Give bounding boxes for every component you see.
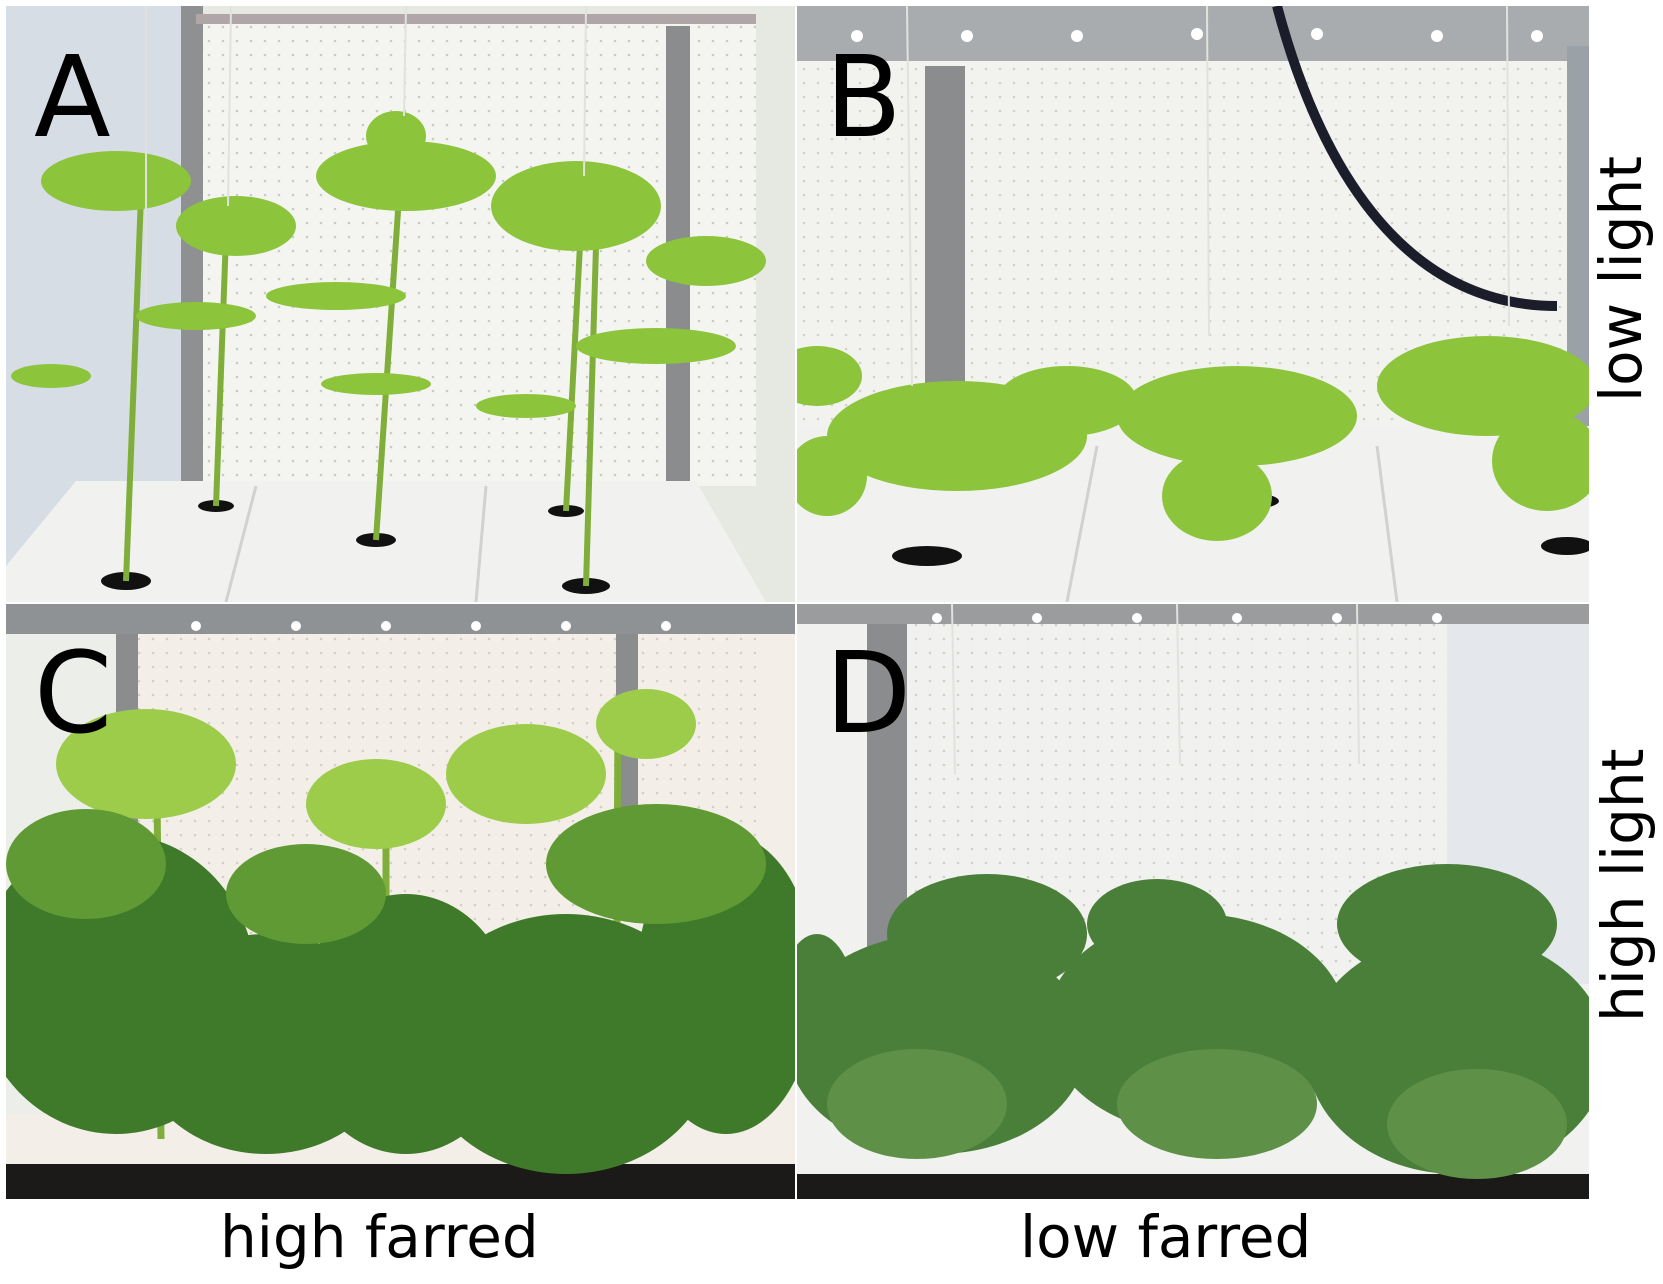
row-label-low-light: low light (1587, 155, 1655, 402)
panel-c-letter: C (34, 629, 113, 759)
panel-d-photo: D (797, 604, 1589, 1199)
panel-c-photo: C (6, 604, 795, 1199)
panel-a-photo: A (6, 6, 795, 602)
tomato-plants-tall-photo (6, 6, 795, 602)
panel-d-letter: D (825, 629, 912, 759)
panel-a-letter: A (34, 33, 111, 163)
row-label-high-light: high light (1589, 748, 1657, 1022)
tomato-plants-short-dense-photo (797, 604, 1589, 1199)
tomato-plants-short-photo (797, 6, 1589, 602)
column-label-high-farred: high farred (220, 1203, 539, 1271)
tomato-plants-tall-dense-photo (6, 604, 795, 1199)
panel-b-photo: B (797, 6, 1589, 602)
column-label-low-farred: low farred (1020, 1203, 1312, 1271)
panel-b-letter: B (825, 33, 902, 163)
